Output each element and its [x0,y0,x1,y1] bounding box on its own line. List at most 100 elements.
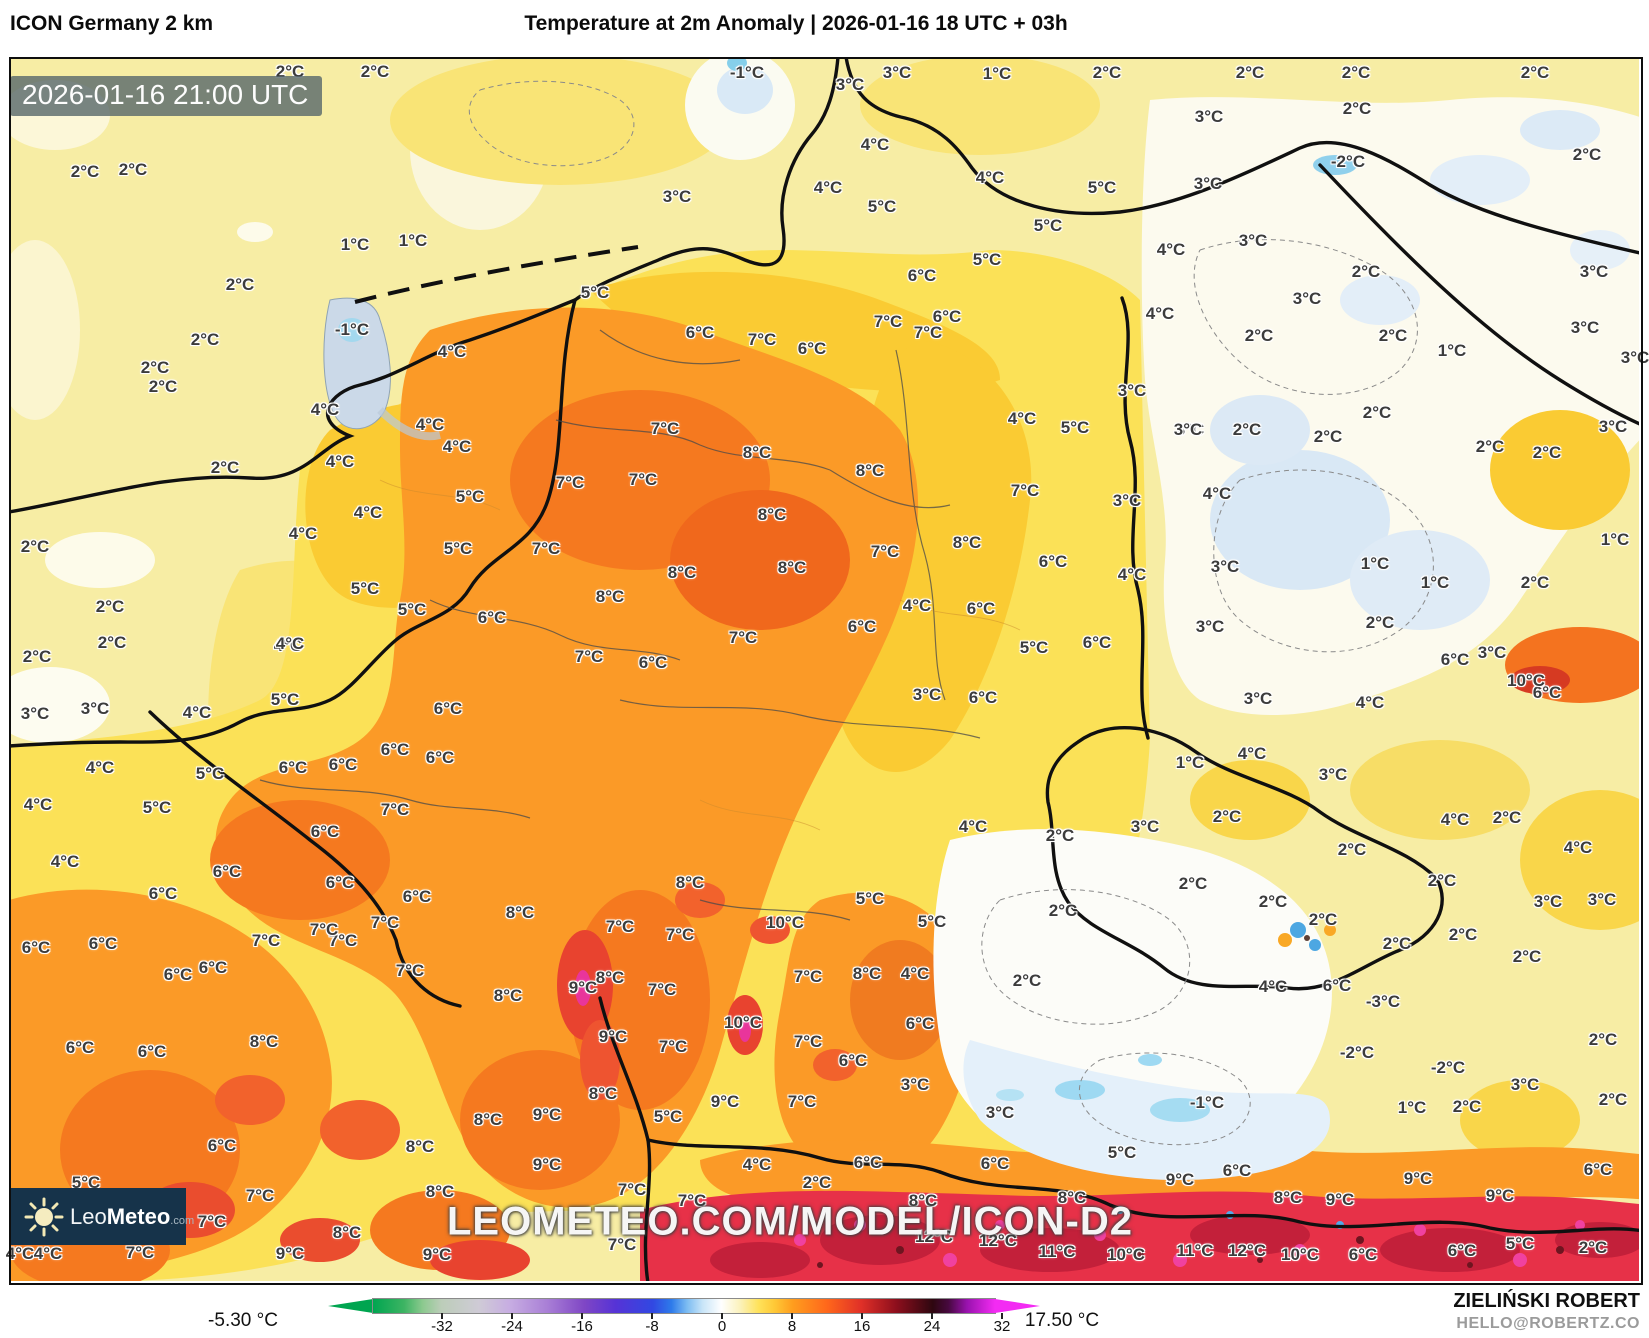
temp-label: 6°C [968,688,998,707]
colorbar-tick-label: 24 [923,1318,941,1335]
temp-label: -3°C [1365,992,1401,1011]
temp-label: 1°C [340,235,370,254]
temp-label: 3°C [1570,318,1600,337]
temp-label: 2°C [1012,971,1042,990]
temp-label: 9°C [1325,1190,1355,1209]
temp-label: 8°C [855,461,885,480]
temp-label: 10°C [1281,1245,1319,1264]
temp-label: 5°C [397,600,427,619]
temp-label: 10°C [724,1013,762,1032]
temp-label: 7°C [370,913,400,932]
temp-label: 9°C [1403,1169,1433,1188]
temp-label: 5°C [1019,638,1049,657]
temp-label: 7°C [555,473,585,492]
temp-label: 4°C [437,342,467,361]
temp-label: 2°C [70,162,100,181]
temp-label: 4°C [275,634,305,653]
temp-label: 6°C [402,887,432,906]
temp-label: 6°C [905,1014,935,1033]
temp-label: 2°C [1244,326,1274,345]
temp-label: 4°C [442,437,472,456]
temp-label: 8°C [249,1032,279,1051]
temp-label: 6°C [433,699,463,718]
temp-label: 8°C [1273,1188,1303,1207]
temp-label: 2°C [22,647,52,666]
temp-label: 2°C [1235,63,1265,82]
temp-label: 7°C [728,628,758,647]
temp-label: 8°C [473,1110,503,1129]
temp-label: 6°C [328,755,358,774]
temp-label: 2°C [1572,145,1602,164]
temp-label: 6°C [207,1136,237,1155]
temp-label: 9°C [1165,1170,1195,1189]
temp-label: -1°C [334,320,370,339]
logo-meteo: Meteo [106,1203,171,1229]
temp-label: 2°C [1448,925,1478,944]
temp-label: 6°C [1038,552,1068,571]
colorbar-tick-label: -8 [645,1318,659,1335]
temp-label: 7°C [245,1186,275,1205]
temp-label: 3°C [882,63,912,82]
temp-label: 6°C [380,740,410,759]
temp-label: 11°C [1038,1242,1076,1261]
temp-label: 5°C [71,1173,101,1192]
watermark: LEOMETEO.COM/MODEL/ICON-D2 [447,1199,1133,1244]
temp-label: 2°C [1378,326,1408,345]
model-name: ICON Germany 2 km [10,12,214,35]
temp-label: 4°C [1156,240,1186,259]
temp-label: 3°C [1243,689,1273,708]
temp-label: 6°C [638,653,668,672]
temp-label: 4°C [1202,484,1232,503]
temp-label: 7°C [787,1092,817,1111]
temp-label: 8°C [777,558,807,577]
temp-label: 3°C [835,75,865,94]
sun-icon [24,1197,64,1236]
colorbar-tick-mark [441,1313,443,1319]
temp-label: 4°C [813,178,843,197]
temp-label: 3°C [1292,289,1322,308]
temp-label: 2°C [1351,262,1381,281]
temp-label: 5°C [972,250,1002,269]
temp-label: 9°C [532,1105,562,1124]
temp-label: 6°C [980,1154,1010,1173]
temp-label: 3°C [1579,262,1609,281]
temp-label: 8°C [595,587,625,606]
temp-label: 6°C [853,1153,883,1172]
temp-label: 6°C [278,758,308,777]
temp-label: 2°C [1427,871,1457,890]
temp-label: 8°C [675,873,705,892]
temp-label: 7°C [873,312,903,331]
temp-label: 2°C [1178,874,1208,893]
temp-label: 6°C [847,617,877,636]
temp-label: 7°C [607,1235,637,1254]
temp-label: 7°C [380,800,410,819]
temp-label: 4°C [85,758,115,777]
temp-label: 7°C [665,925,695,944]
temp-label: 4°C [288,524,318,543]
temp-label: 2°C [1362,403,1392,422]
temp-label: 2°C [1588,1030,1618,1049]
temp-label: 2°C [1492,808,1522,827]
temp-label: 5°C [653,1107,683,1126]
page-title: Temperature at 2m Anomaly | 2026-01-16 1… [524,12,1068,35]
temp-label: 7°C [628,470,658,489]
temp-label: 2°C [225,275,255,294]
temp-label: 2°C [1258,892,1288,911]
temp-label: 2°C [210,458,240,477]
colorbar-tick-mark [1001,1313,1003,1319]
colorbar-tick-label: 0 [717,1318,727,1335]
temp-label: 5°C [195,764,225,783]
temp-label: 6°C [1322,976,1352,995]
colorbar-tick-label: -32 [431,1318,453,1335]
temp-label: 8°C [1057,1188,1087,1207]
temp-label: 9°C [568,978,598,997]
temp-label: 7°C [309,920,339,939]
temp-label: 2°C [1532,443,1562,462]
temp-label: 8°C [852,964,882,983]
colorbar-tick-label: 16 [853,1318,871,1335]
temp-label: 8°C [742,443,772,462]
temp-label: 7°C [658,1037,688,1056]
temp-label: 5°C [1087,178,1117,197]
temp-label: 1°C [1175,753,1205,772]
